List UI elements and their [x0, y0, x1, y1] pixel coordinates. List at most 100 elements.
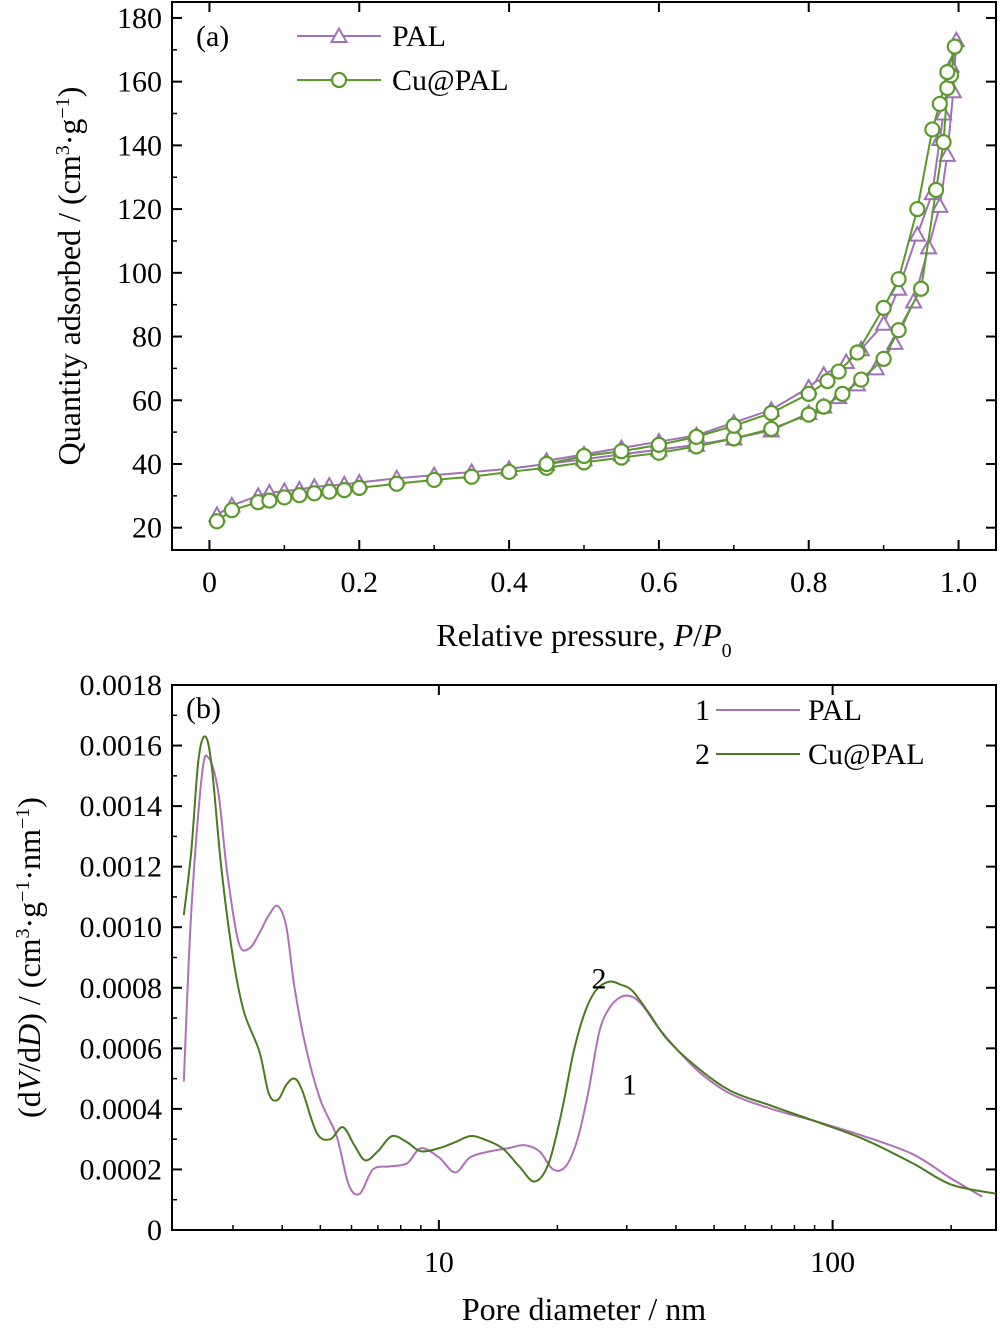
- y-tick-label: 120: [117, 193, 162, 226]
- data-point-circle: [924, 121, 941, 138]
- data-point-circle: [276, 489, 293, 506]
- data-point-circle: [890, 322, 907, 339]
- chart_data.1.ylabel_parts-part: ) / (cm: [11, 938, 47, 1023]
- x-tick-label: 0: [202, 566, 217, 599]
- y-tick-label: 180: [117, 2, 162, 35]
- data-point-circle: [538, 455, 555, 473]
- data-point-triangle: [874, 314, 893, 331]
- data-point-circle: [463, 468, 480, 485]
- data-point-circle: [763, 420, 780, 438]
- chart_data.1.ylabel_parts-part: −1: [12, 881, 34, 902]
- legend-label: PAL: [808, 694, 862, 727]
- data-point-circle: [336, 482, 353, 499]
- data-point-circle: [208, 513, 226, 530]
- data-point-circle: [388, 475, 405, 492]
- data-point-circle: [939, 63, 956, 81]
- data-point-circle: [853, 371, 870, 388]
- y-tick-label: 0.0018: [80, 669, 163, 702]
- data-point-triangle: [908, 225, 927, 242]
- data-point-triangle: [919, 237, 938, 255]
- data-point-circle: [912, 280, 930, 297]
- chart_data.0.ylabel_parts-part: −1: [52, 97, 74, 118]
- y-tick-label: 0.0004: [80, 1093, 163, 1126]
- x-tick-label: 0.2: [341, 566, 379, 599]
- legend-number: 2: [695, 738, 710, 771]
- legend-number: 1: [695, 694, 710, 727]
- data-point-circle: [330, 71, 348, 89]
- x-tick-label: 0.4: [490, 566, 528, 599]
- data-point-circle: [291, 487, 308, 504]
- data-point-circle: [931, 95, 948, 113]
- y-tick-label: 100: [117, 257, 162, 290]
- data-point-circle: [815, 398, 832, 415]
- data-point-triangle: [938, 145, 957, 162]
- data-point-circle: [223, 502, 241, 519]
- chart_data.0.xlabel_parts-part: P: [701, 617, 722, 653]
- chart_data.0.ylabel_parts-part: Quantity adsorbed / (cm: [51, 155, 87, 465]
- x-tick-label: 0.6: [640, 566, 678, 599]
- chart_data.0.xlabel_parts-part: 0: [722, 640, 732, 662]
- data-point-circle: [935, 134, 952, 151]
- series-line-cu-pal: [182, 735, 997, 1195]
- data-point-circle: [849, 344, 866, 361]
- data-point-circle: [830, 363, 847, 380]
- series-cu-pal: [208, 38, 963, 530]
- y-tick-label: 160: [117, 66, 162, 99]
- data-point-circle: [946, 38, 963, 55]
- chart_data.1.ylabel_parts-part: ·nm: [11, 829, 47, 881]
- chart_data.0.xlabel_parts-part: Relative pressure,: [436, 617, 673, 653]
- y-axis-title: (dV/dD) / (cm3·g−1·nm−1): [11, 797, 47, 1118]
- y-tick-label: 0.0006: [80, 1032, 163, 1065]
- legend: PAL Cu@PAL: [297, 20, 509, 97]
- chart_data.1.ylabel_parts-part: D: [11, 1024, 47, 1048]
- legend-label: Cu@PAL: [392, 64, 509, 97]
- y-tick-label: 0.0012: [80, 851, 163, 884]
- series-pal: [207, 30, 966, 522]
- y-tick-label: 0: [147, 1214, 162, 1247]
- data-point-circle: [909, 200, 926, 218]
- chart_data.0.ylabel_parts-part: ·g: [51, 119, 87, 146]
- data-point-triangle: [866, 358, 886, 376]
- data-point-circle: [575, 447, 593, 465]
- x-tick-label: 10: [424, 1246, 454, 1279]
- curve-number-annotation: 1: [622, 1069, 637, 1102]
- y-tick-label: 0.0014: [80, 790, 163, 823]
- data-point-circle: [613, 443, 630, 460]
- y-tick-label: 0.0010: [80, 911, 163, 944]
- chart_data.0.xlabel_parts-part: P: [673, 617, 694, 653]
- data-point-triangle: [934, 103, 953, 121]
- data-point-circle: [650, 436, 668, 453]
- data-point-circle: [426, 471, 443, 489]
- y-tick-label: 0.0008: [80, 972, 163, 1005]
- data-point-circle: [763, 404, 780, 422]
- legend-label: Cu@PAL: [808, 738, 925, 771]
- panel-a-adsorption-isotherm: 0 0.2 0.4 0.6 0.8 1.0 20 40 60 80 100 120 140 160 180 R…: [51, 1, 997, 662]
- data-point-circle: [834, 385, 851, 402]
- chart_data.1.ylabel_parts-part: −1: [12, 808, 34, 829]
- data-point-circle: [875, 350, 892, 367]
- y-tick-label: 140: [117, 129, 162, 162]
- data-point-circle: [500, 463, 518, 481]
- chart_data.1.ylabel_parts-part: 3: [12, 928, 34, 938]
- chart_data.1.ylabel_parts-part: ·g: [11, 902, 47, 929]
- data-point-circle: [819, 373, 836, 390]
- x-tick-label: 1.0: [940, 566, 978, 599]
- data-point-triangle: [329, 26, 349, 43]
- data-point-circle: [688, 428, 705, 445]
- data-point-circle: [321, 483, 338, 500]
- data-point-circle: [725, 417, 742, 434]
- y-axis-title: Quantity adsorbed / (cm3·g−1): [51, 87, 87, 466]
- chart_data.0.xlabel_parts-part: /: [693, 617, 702, 653]
- chart_data.1.ylabel_parts-part: ): [11, 797, 47, 808]
- legend: 1 PAL 2 Cu@PAL: [695, 694, 925, 771]
- data-point-circle: [351, 479, 368, 496]
- data-point-circle: [927, 181, 945, 199]
- x-axis-title: Pore diameter / nm: [462, 1291, 706, 1327]
- data-point-circle: [875, 299, 892, 316]
- data-point-triangle: [930, 196, 950, 213]
- y-tick-label: 20: [132, 512, 162, 545]
- x-tick-label: 100: [810, 1246, 855, 1279]
- data-point-circle: [306, 485, 323, 502]
- legend-label: PAL: [392, 20, 446, 53]
- chart_data.1.ylabel_parts-part: /d: [11, 1047, 47, 1072]
